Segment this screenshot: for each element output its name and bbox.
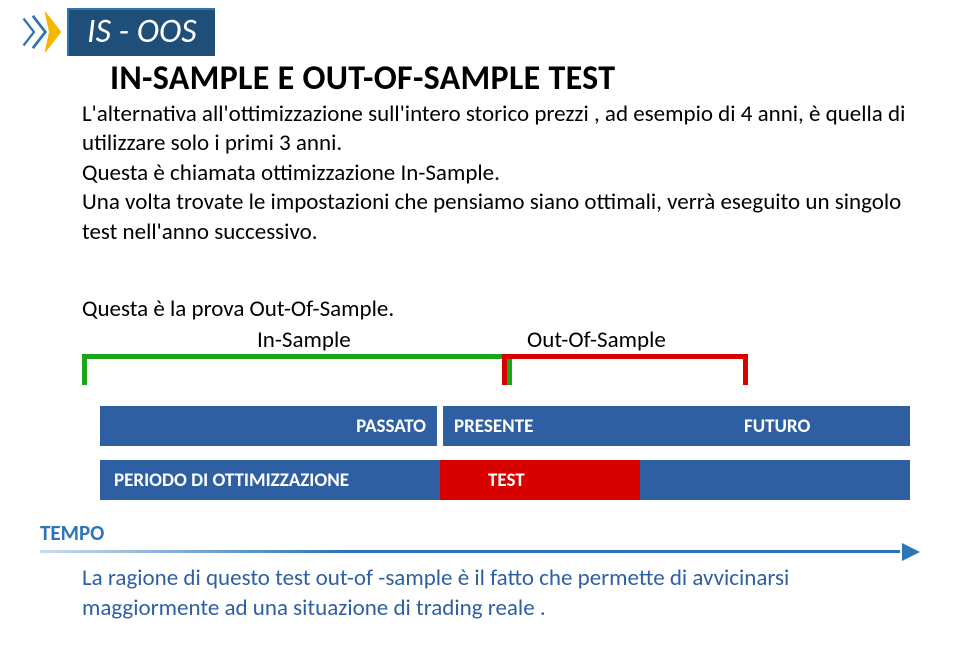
segment-futuro: FUTURO [730,406,910,446]
segment-label: PRESENTE [454,415,533,438]
paragraph-intro: L'alternativa all'ottimizzazione sull'in… [82,100,919,247]
sample-timeline: In-Sample Out-Of-Sample [82,328,922,396]
segment-empty [640,460,910,500]
time-band-bottom: PERIODO DI OTTIMIZZAZIONE TEST [100,460,910,500]
segment-ottimizzazione: PERIODO DI OTTIMIZZAZIONE [100,460,440,500]
out-of-sample-label: Out-Of-Sample [527,326,666,354]
slide-subtitle: IN-SAMPLE E OUT-OF-SAMPLE TEST [110,58,615,99]
footer-paragraph: La ragione di questo test out-of -sample… [82,564,919,624]
segment-label: PERIODO DI OTTIMIZZAZIONE [114,469,349,492]
segment-label: TEST [488,469,525,492]
slide-title-badge: IS - OOS [22,8,215,56]
segment-presente: PRESENTE [440,406,730,446]
time-band-top: PASSATO PRESENTE FUTURO [100,406,910,446]
segment-label: PASSATO [356,415,426,438]
segment-test: TEST [440,460,640,500]
chevron-icon [43,10,65,54]
in-sample-bracket [82,354,512,385]
arrow-right-icon [40,548,920,556]
out-of-sample-bracket [502,354,748,385]
segment-passato: PASSATO [100,406,440,446]
tempo-axis: TEMPO [40,522,930,552]
tempo-label: TEMPO [40,520,104,546]
slide-title: IS - OOS [67,8,215,56]
paragraph-oos: Questa è la prova Out-Of-Sample. [82,295,919,324]
in-sample-label: In-Sample [257,326,351,354]
segment-label: FUTURO [744,415,810,438]
